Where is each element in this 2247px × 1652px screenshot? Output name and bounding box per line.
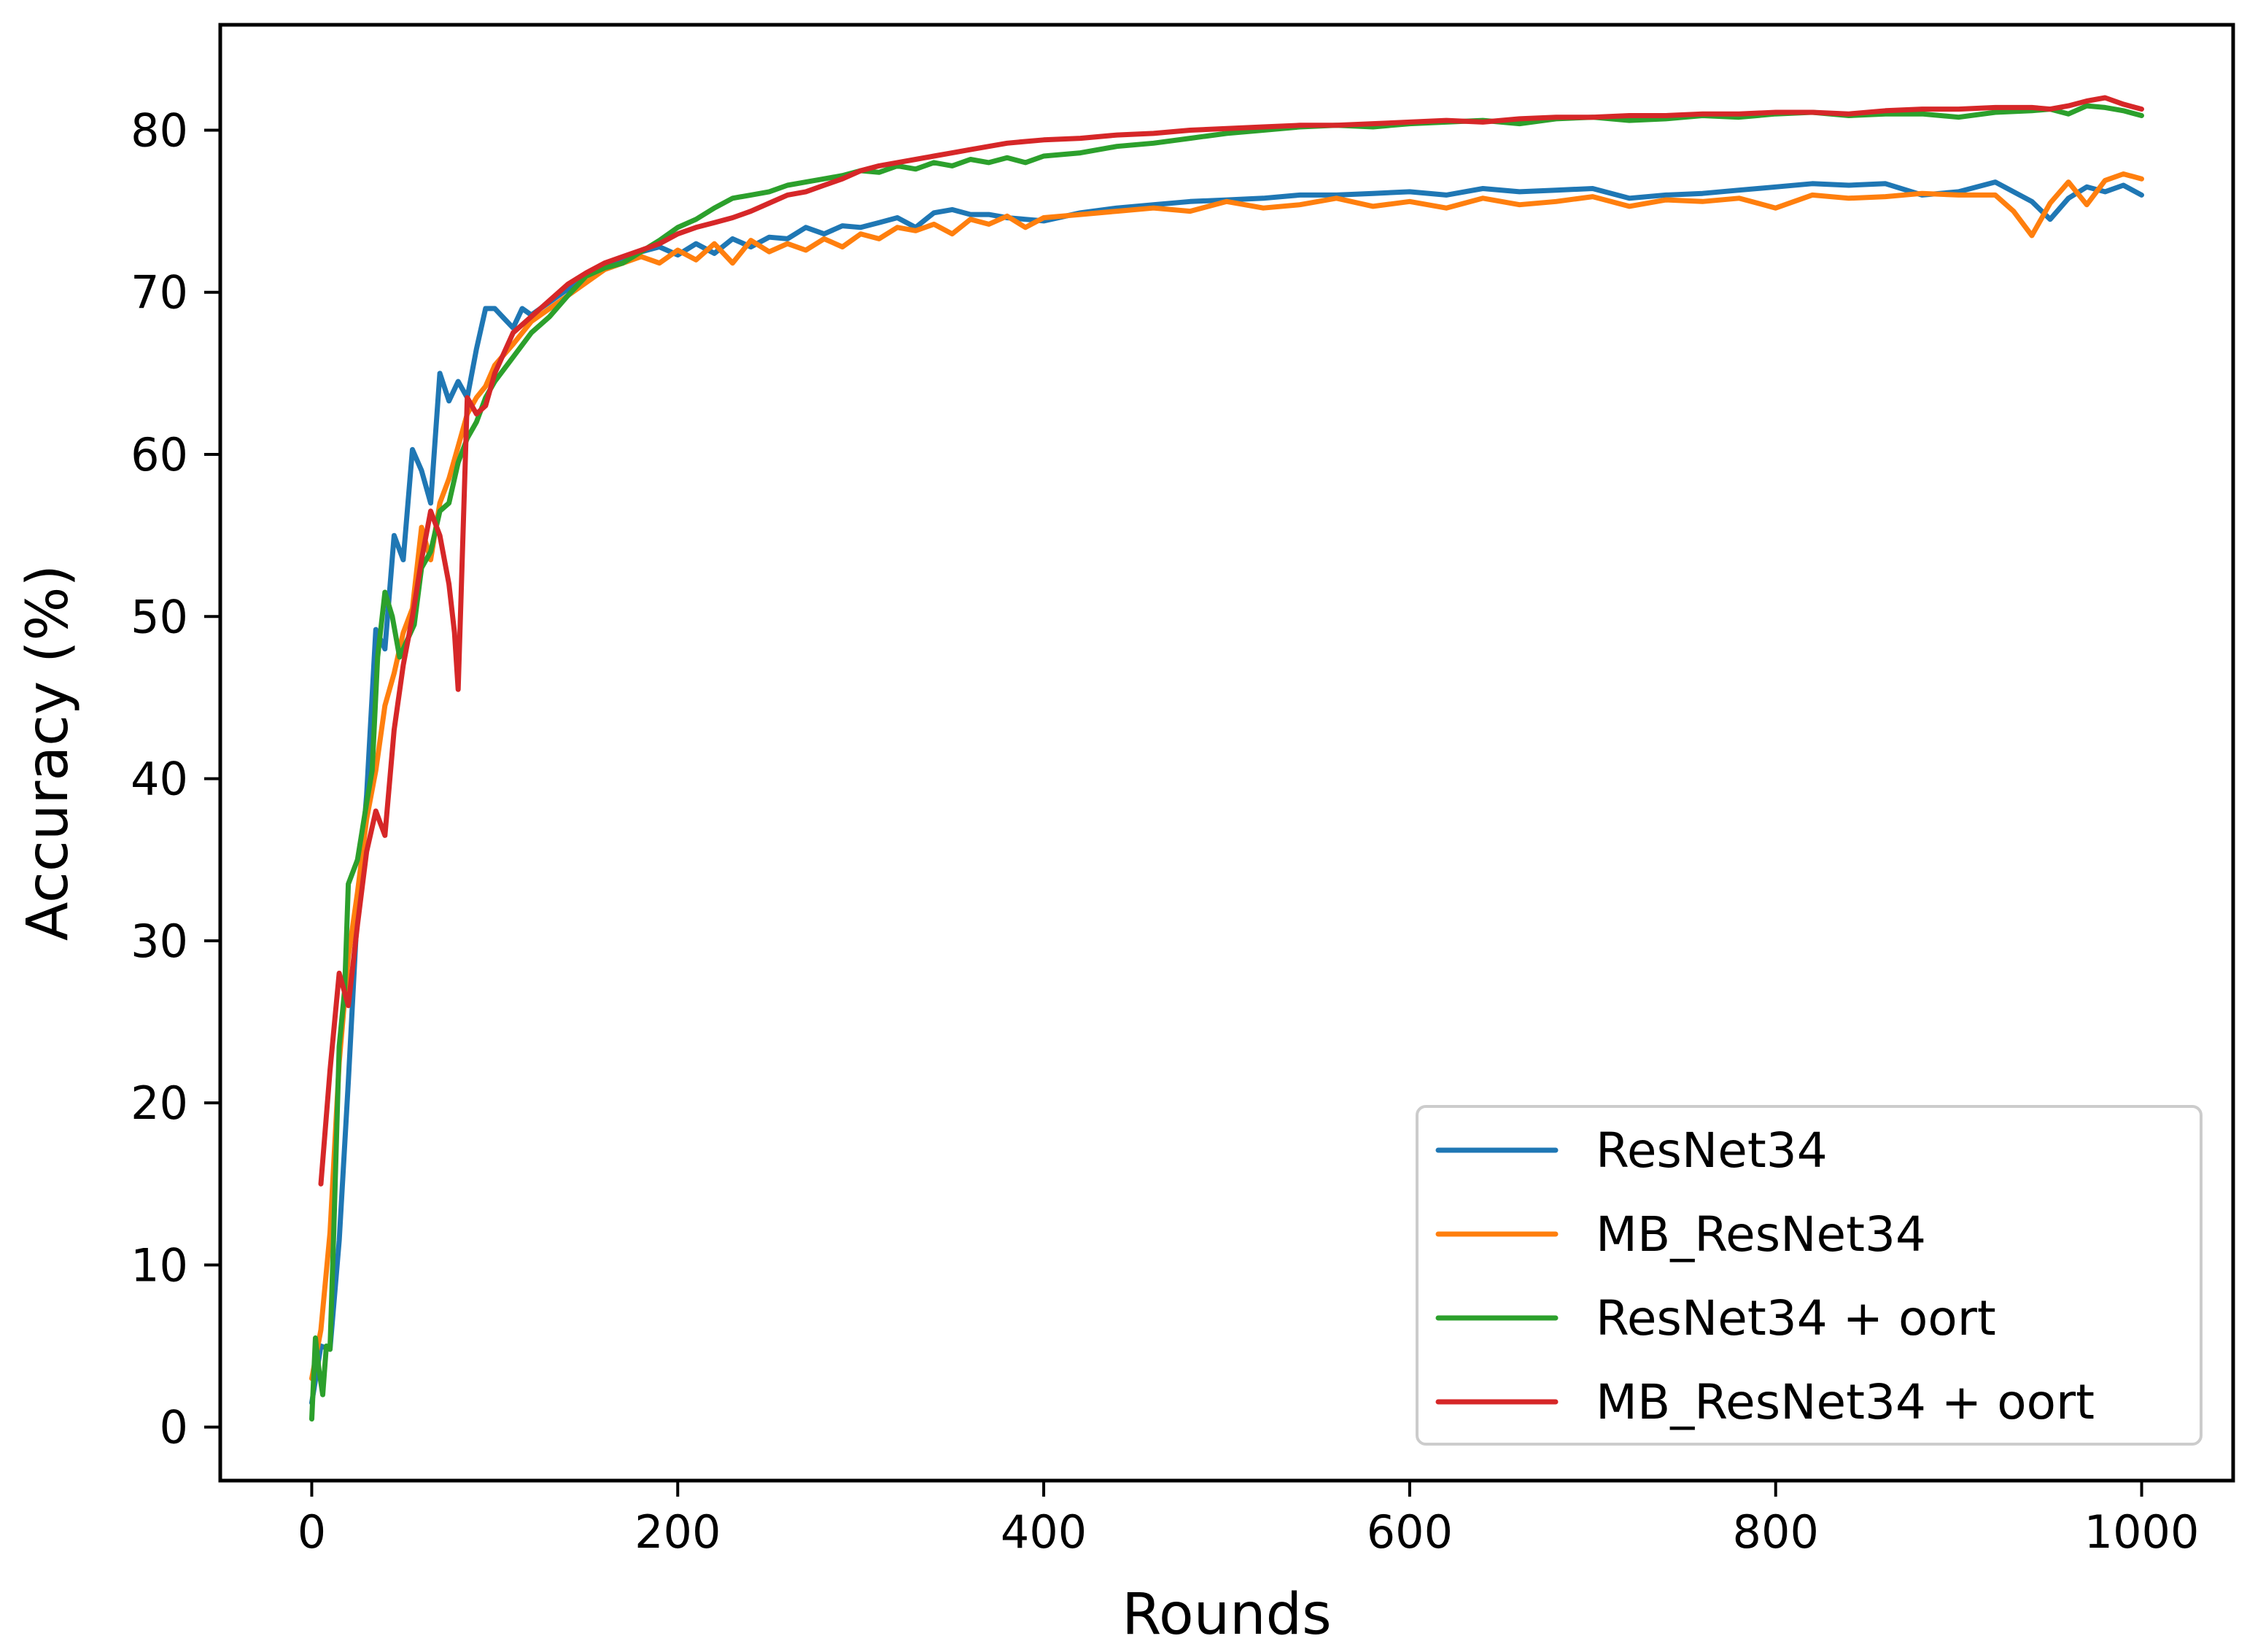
series-line-0	[309, 179, 2144, 1405]
y-tick-label-1: 10	[131, 1238, 188, 1292]
legend-label-0: ResNet34	[1596, 1122, 1828, 1179]
y-tick-label-8: 80	[131, 104, 188, 157]
series-layer	[309, 95, 2144, 1422]
x-axis-ticks: 0 200 400 600 800 1000	[298, 1481, 2200, 1559]
y-axis-label: Accuracy (%)	[15, 565, 81, 941]
x-axis-label: Rounds	[1122, 1582, 1331, 1648]
y-tick-label-0: 0	[160, 1401, 188, 1454]
legend-entries: ResNet34 MB_ResNet34 ResNet34 + oort MB_Res…	[1435, 1122, 2095, 1430]
x-tick-label-0: 0	[298, 1505, 326, 1559]
x-tick-label-5: 1000	[2084, 1505, 2200, 1559]
series-line-1	[309, 171, 2144, 1381]
x-tick-label-1: 200	[634, 1505, 721, 1559]
y-tick-label-6: 60	[131, 428, 188, 481]
series-line-3	[318, 95, 2144, 1187]
legend: ResNet34 MB_ResNet34 ResNet34 + oort MB_Res…	[1416, 1105, 2203, 1446]
legend-label-3: MB_ResNet34 + oort	[1596, 1374, 2095, 1430]
plot-frame	[218, 23, 2235, 1483]
y-tick-label-2: 20	[131, 1077, 188, 1130]
legend-box	[1416, 1105, 2203, 1446]
legend-label-2: ResNet34 + oort	[1596, 1290, 1996, 1346]
y-axis-ticks: 0 10 20 30 40 50 60 70 80	[131, 104, 220, 1454]
x-tick-label-4: 800	[1733, 1505, 1819, 1559]
legend-label-1: MB_ResNet34	[1596, 1206, 1926, 1263]
y-tick-label-3: 30	[131, 915, 188, 968]
y-tick-label-7: 70	[131, 266, 188, 319]
x-tick-label-3: 600	[1367, 1505, 1453, 1559]
x-tick-label-2: 400	[1001, 1505, 1087, 1559]
y-tick-label-5: 50	[131, 590, 188, 643]
y-tick-label-4: 40	[131, 753, 188, 806]
